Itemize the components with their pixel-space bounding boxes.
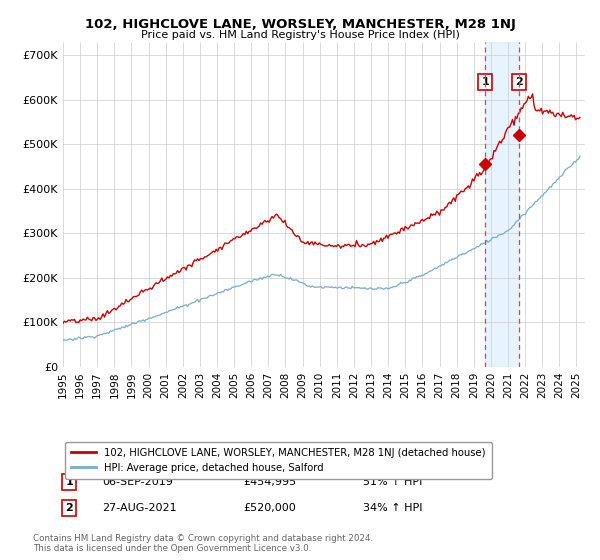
- Text: Price paid vs. HM Land Registry's House Price Index (HPI): Price paid vs. HM Land Registry's House …: [140, 30, 460, 40]
- Text: 2: 2: [515, 77, 523, 87]
- Text: 51% ↑ HPI: 51% ↑ HPI: [363, 477, 422, 487]
- Text: £520,000: £520,000: [243, 503, 296, 513]
- Text: Contains HM Land Registry data © Crown copyright and database right 2024.
This d: Contains HM Land Registry data © Crown c…: [33, 534, 373, 553]
- Bar: [485, 42, 519, 367]
- Text: £454,995: £454,995: [243, 477, 296, 487]
- Legend: 102, HIGHCLOVE LANE, WORSLEY, MANCHESTER, M28 1NJ (detached house), HPI: Average: 102, HIGHCLOVE LANE, WORSLEY, MANCHESTER…: [65, 442, 492, 479]
- Text: 1: 1: [65, 477, 73, 487]
- Text: 1: 1: [481, 77, 489, 87]
- Text: 102, HIGHCLOVE LANE, WORSLEY, MANCHESTER, M28 1NJ: 102, HIGHCLOVE LANE, WORSLEY, MANCHESTER…: [85, 18, 515, 31]
- Text: 2: 2: [65, 503, 73, 513]
- Text: 27-AUG-2021: 27-AUG-2021: [102, 503, 177, 513]
- Text: 34% ↑ HPI: 34% ↑ HPI: [363, 503, 422, 513]
- Text: 06-SEP-2019: 06-SEP-2019: [102, 477, 173, 487]
